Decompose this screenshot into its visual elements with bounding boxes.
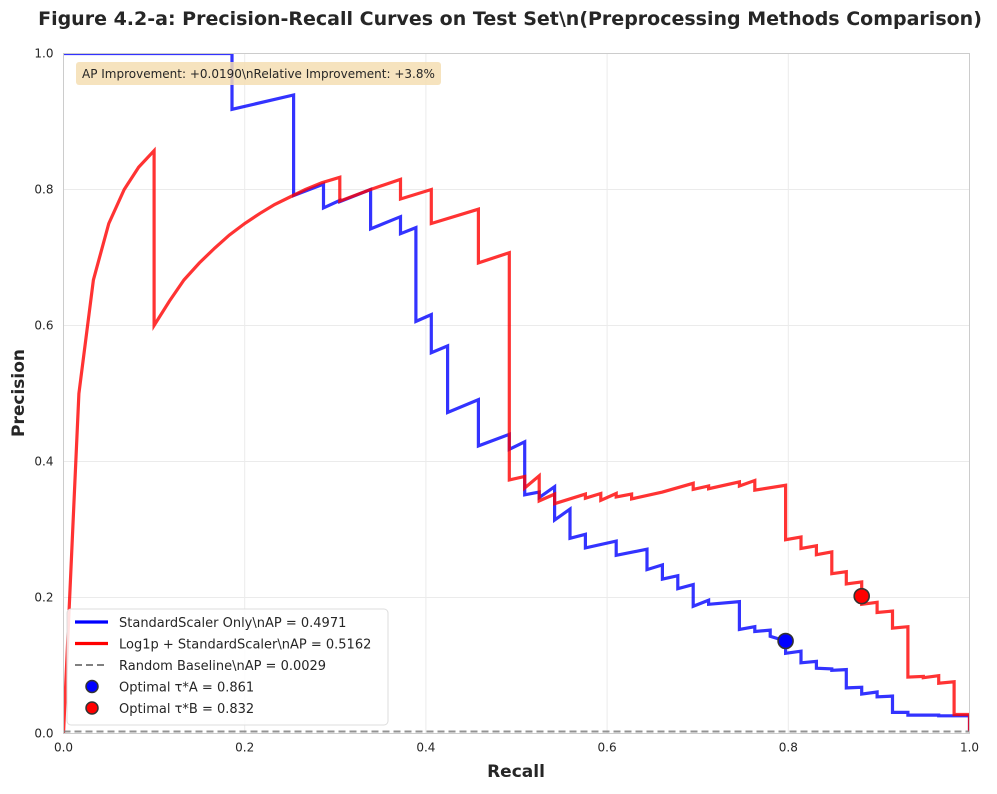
legend-marker-5	[85, 701, 99, 715]
x-tick-labels: 0.0 0.2 0.4 0.6 0.8 1.0	[54, 741, 979, 755]
x-tick-label: 1.0	[960, 741, 979, 755]
y-tick-label: 0.4	[34, 455, 53, 469]
y-tick-labels: 0.0 0.2 0.4 0.6 0.8 1.0	[34, 47, 53, 741]
optimal-point-1	[777, 632, 794, 650]
y-tick-label: 0.2	[34, 591, 53, 605]
legend-label-3: Random Baseline\nAP = 0.0029	[119, 659, 326, 674]
y-tick-label: 0.6	[34, 319, 53, 333]
legend-marker-4	[85, 679, 99, 694]
legend-label-1: StandardScaler Only\nAP = 0.4971	[119, 616, 346, 631]
x-tick-label: 0.8	[779, 741, 798, 755]
x-axis-label: Recall	[487, 762, 545, 782]
series-layer	[63, 53, 970, 734]
legend-label-4: Optimal τ*A = 0.861	[119, 681, 254, 696]
x-tick-label: 0.4	[416, 741, 435, 755]
legend-label-5: Optimal τ*B = 0.832	[119, 702, 254, 717]
series-line-2	[63, 146, 970, 734]
plot-frame	[63, 53, 970, 734]
y-tick-label: 0.0	[34, 727, 53, 741]
y-tick-label: 1.0	[34, 47, 53, 61]
annotation-box: AP Improvement: +0.0190\nRelative Improv…	[76, 62, 441, 85]
y-axis-label: Precision	[9, 349, 29, 437]
annotation-text: AP Improvement: +0.0190\nRelative Improv…	[82, 67, 435, 81]
legend-frame	[66, 608, 389, 726]
y-tick-label: 0.8	[34, 183, 53, 197]
x-tick-label: 0.2	[235, 741, 254, 755]
x-tick-label: 0.0	[54, 741, 73, 755]
x-tick-label: 0.6	[598, 741, 617, 755]
optimal-points-layer	[777, 587, 870, 650]
series-line-1	[63, 53, 970, 732]
chart-title: Figure 4.2-a: Precision-Recall Curves on…	[38, 8, 982, 30]
optimal-point-2	[853, 587, 870, 605]
legend: StandardScaler Only\nAP = 0.4971 Log1p + …	[66, 608, 389, 726]
legend-label-2: Log1p + StandardScaler\nAP = 0.5162	[119, 638, 371, 653]
